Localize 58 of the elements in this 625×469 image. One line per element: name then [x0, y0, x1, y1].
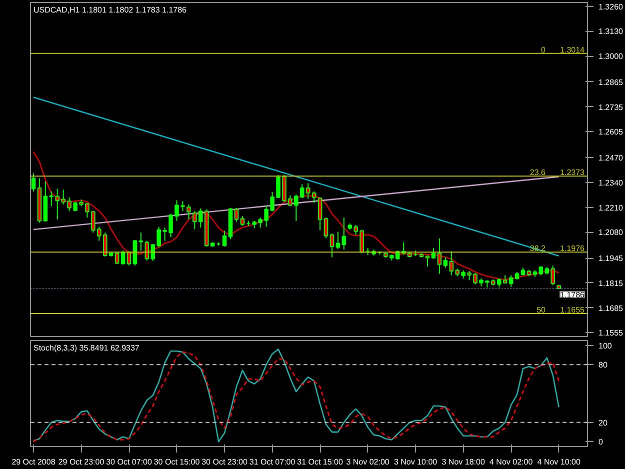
candlestick — [132, 240, 138, 266]
annotation: 23.6 — [530, 168, 546, 178]
y-tick-label: 1.2470 — [598, 154, 624, 163]
x-tick-label: 4 Nov 10:00 — [537, 458, 581, 466]
x-tick-label: 29 Oct 23:00 — [58, 458, 105, 466]
candlestick — [324, 217, 328, 239]
ref-line-label: 1.2373 — [560, 168, 586, 178]
y-tick-label: 1.2735 — [598, 102, 624, 112]
y-tick-label: 0 — [598, 438, 604, 447]
x-tick-label: 3 Nov 10:00 — [394, 458, 438, 466]
y-tick-label: 1.2865 — [598, 78, 624, 87]
y-tick-label: 1.3260 — [598, 2, 624, 12]
y-tick-label: 1.1815 — [598, 278, 624, 288]
annotation: 0 — [541, 45, 546, 54]
x-tick-label: 30 Oct 07:00 — [106, 458, 152, 466]
y-tick-label: 80 — [598, 360, 608, 370]
candlestick — [312, 190, 316, 204]
x-tick-label: 3 Nov 18:00 — [442, 458, 486, 466]
candlestick — [240, 216, 245, 226]
candlestick — [120, 250, 126, 265]
y-tick-label: 20 — [598, 418, 608, 428]
x-tick-label: 30 Oct 23:00 — [202, 458, 248, 466]
candlestick — [31, 172, 36, 192]
ref-line-label: 1.1655 — [560, 306, 586, 315]
y-tick-label: 1.1945 — [598, 254, 624, 264]
candlestick — [342, 217, 346, 250]
candlestick — [330, 233, 334, 258]
y-tick-label: 1.1685 — [598, 304, 624, 313]
chart-title: Stoch(8,3,3) 35.8491 62.9337 — [34, 344, 140, 352]
candlestick — [138, 232, 144, 252]
y-tick-label: 1.3130 — [598, 27, 624, 36]
y-tick-label: 1.2340 — [598, 178, 624, 188]
candlestick — [425, 255, 430, 267]
y-tick-label: 1.2605 — [598, 128, 624, 137]
candlestick — [222, 230, 227, 248]
y-tick-label: 100 — [598, 341, 612, 350]
x-tick-label: 31 Oct 07:00 — [249, 458, 296, 466]
ref-line-label: 1.1976 — [560, 244, 586, 254]
ref-line-label: 1.3014 — [560, 45, 586, 54]
candlestick — [186, 204, 191, 220]
y-tick-label: 1.2210 — [598, 203, 624, 212]
x-tick-label: 3 Nov 02:00 — [346, 458, 390, 466]
x-tick-label: 29 Oct 2008 — [12, 458, 56, 466]
x-tick-label: 4 Nov 02:00 — [490, 458, 534, 466]
candlestick — [318, 196, 322, 231]
y-tick-label: 1.3000 — [598, 52, 624, 62]
candlestick — [437, 238, 442, 274]
ref-line-label: 1.1786 — [560, 290, 586, 300]
y-tick-label: 1.1555 — [598, 328, 624, 338]
x-tick-label: 30 Oct 15:00 — [154, 458, 200, 466]
candlestick — [431, 247, 436, 260]
candlestick — [336, 231, 340, 250]
annotation: 50 — [536, 306, 546, 315]
candlestick — [234, 207, 239, 222]
x-tick-label: 31 Oct 15:00 — [297, 458, 344, 466]
y-tick-label: 1.2080 — [598, 228, 624, 238]
chart-title: USDCAD,H1 1.1801 1.1802 1.1783 1.1786 — [34, 6, 188, 14]
candlestick — [126, 250, 132, 266]
